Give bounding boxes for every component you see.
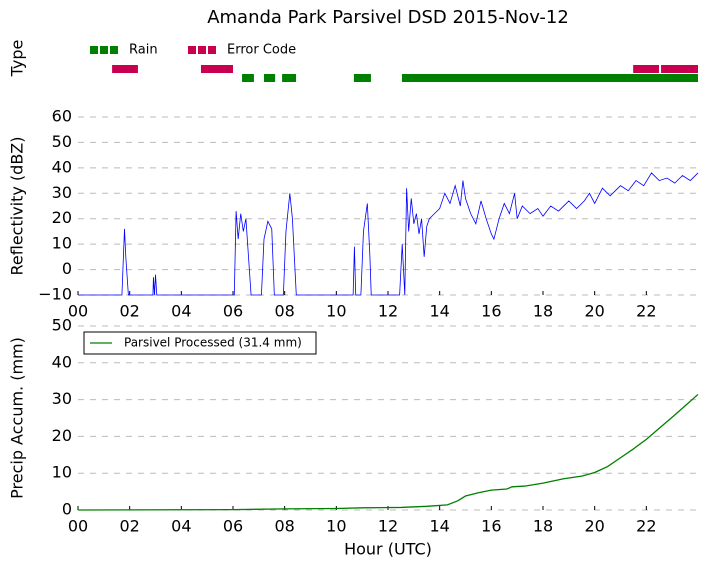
x-tick-label: 14 (429, 302, 449, 321)
legend-label: Parsivel Processed (31.4 mm) (124, 336, 302, 350)
x-tick-label: 20 (584, 302, 604, 321)
segment (242, 74, 254, 82)
y-axis-label: Precip Accum. (mm) (8, 337, 27, 499)
data-line (77, 393, 699, 511)
y-axis-label: Reflectivity (dBZ) (8, 137, 27, 276)
y-tick-label: 30 (52, 389, 72, 408)
x-tick-label: 18 (533, 302, 553, 321)
x-tick-label: 06 (223, 517, 243, 536)
x-tick-label: 08 (274, 302, 294, 321)
x-tick-label: 16 (481, 302, 501, 321)
y-tick-label: 20 (52, 426, 72, 445)
x-tick-label: 20 (584, 517, 604, 536)
x-tick-label: 00 (68, 302, 88, 321)
y-tick-label: 50 (52, 132, 72, 151)
x-tick-label: 02 (119, 302, 139, 321)
y-tick-label: 40 (52, 157, 72, 176)
y-axis-label: Type (8, 40, 27, 78)
y-tick-label: 40 (52, 352, 72, 371)
segment (401, 74, 698, 82)
x-tick-label: 10 (326, 302, 346, 321)
legend-label: Rain (129, 43, 158, 58)
x-tick-label: 22 (636, 517, 656, 536)
segment (661, 65, 698, 73)
legend-box (83, 331, 317, 355)
data-line (78, 172, 699, 296)
segment (200, 65, 233, 73)
x-tick-label: 08 (274, 517, 294, 536)
y-tick-label: 30 (52, 183, 72, 202)
x-tick-label: 04 (171, 517, 191, 536)
segment (282, 74, 297, 82)
y-tick-label: 0 (62, 259, 72, 278)
y-tick-label: 50 (52, 316, 72, 335)
y-tick-label: −10 (38, 285, 72, 304)
y-tick-label: 20 (52, 208, 72, 227)
x-tick-label: 06 (223, 302, 243, 321)
segment (112, 65, 138, 73)
x-tick-label: 22 (636, 302, 656, 321)
x-tick-label: 04 (171, 302, 191, 321)
x-tick-label: 12 (378, 517, 398, 536)
legend-swatch (188, 46, 196, 54)
segment (633, 65, 659, 73)
legend-label: Error Code (227, 43, 296, 58)
legend-swatch (90, 46, 98, 54)
segment (353, 74, 371, 82)
legend-swatch (198, 46, 206, 54)
x-tick-label: 10 (326, 517, 346, 536)
y-tick-label: 60 (52, 107, 72, 126)
chart-title: Amanda Park Parsivel DSD 2015-Nov-12 (207, 7, 569, 28)
segment (264, 74, 276, 82)
x-tick-label: 16 (481, 517, 501, 536)
y-tick-label: 10 (52, 463, 72, 482)
x-tick-label: 14 (429, 517, 449, 536)
x-tick-label: 00 (68, 517, 88, 536)
y-tick-label: 0 (62, 500, 72, 519)
x-axis-label: Hour (UTC) (344, 540, 432, 559)
legend-swatch (110, 46, 118, 54)
legend-swatch (100, 46, 108, 54)
legend-swatch (208, 46, 216, 54)
y-tick-label: 10 (52, 234, 72, 253)
x-tick-label: 12 (378, 302, 398, 321)
x-tick-label: 18 (533, 517, 553, 536)
x-tick-label: 02 (119, 517, 139, 536)
